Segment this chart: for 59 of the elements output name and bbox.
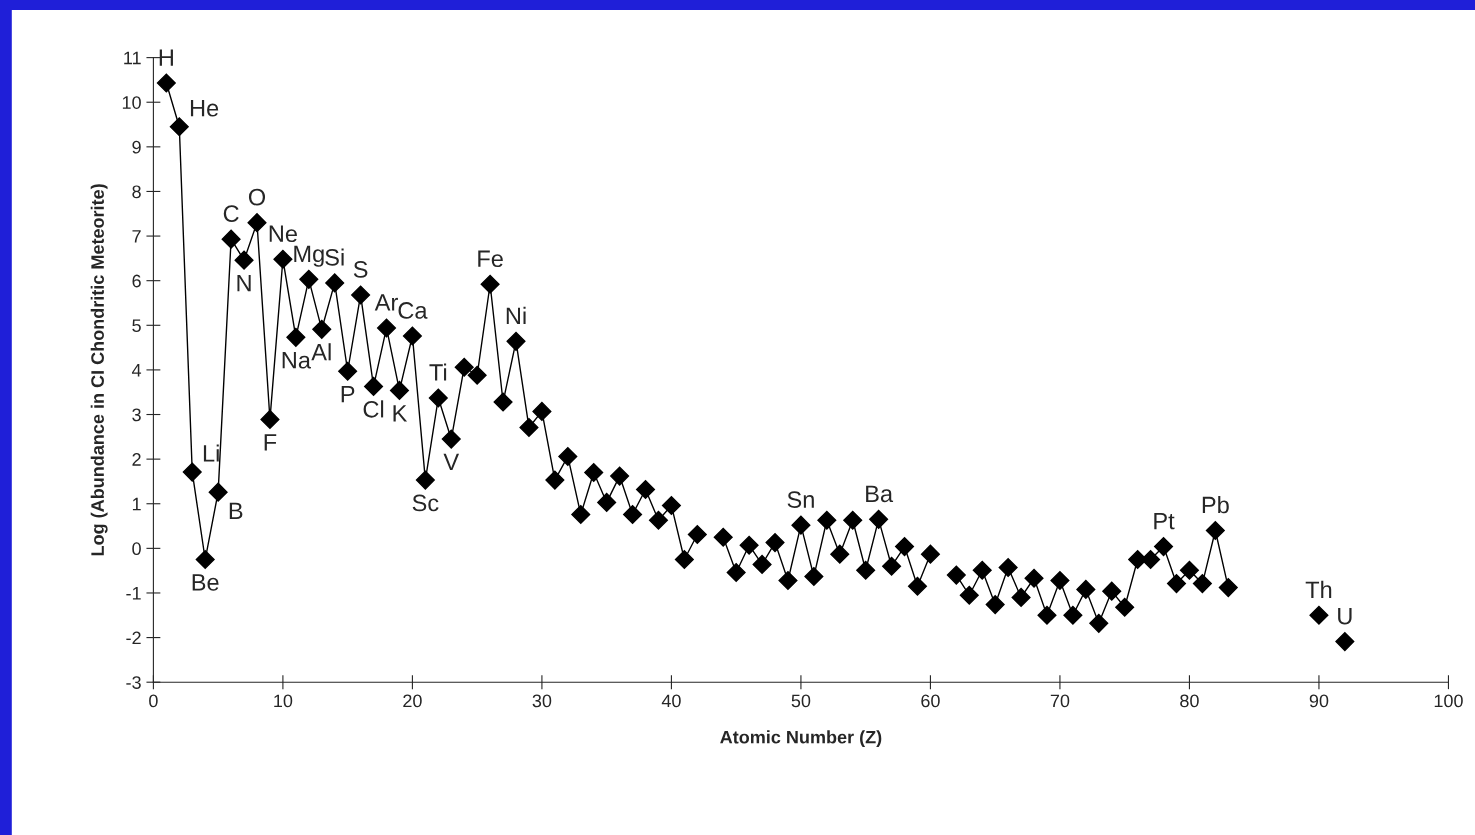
annotation: B	[229, 502, 243, 519]
x-tick-label: 10	[274, 694, 293, 708]
x-tick-label: 80	[1180, 694, 1199, 708]
y-tick-label: 7	[132, 230, 141, 243]
annotation: Cl	[363, 400, 384, 418]
annotation: Be	[192, 574, 219, 591]
annotation: Ni	[506, 306, 526, 324]
annotation: Ar	[374, 294, 398, 311]
y-tick-label: -2	[126, 631, 141, 645]
y-tick-label: 1	[132, 497, 141, 511]
y-tick-label: 10	[122, 96, 141, 109]
x-tick-label: 20	[403, 694, 422, 708]
y-tick-label: 5	[132, 319, 141, 333]
x-tick-label: 70	[1050, 694, 1070, 708]
annotation: H	[159, 49, 173, 66]
annotation: Ca	[398, 302, 428, 319]
annotation: S	[353, 261, 368, 278]
annotation: O	[248, 188, 266, 206]
y-tick-label: 6	[132, 274, 141, 288]
annotation: Si	[325, 248, 344, 266]
y-tick-label: 8	[132, 185, 141, 199]
y-tick-label: -3	[126, 676, 141, 689]
y-tick-label: 9	[132, 140, 141, 154]
x-axis-title: Atomic Number (Z)	[720, 730, 882, 748]
annotation: He	[190, 100, 219, 117]
y-tick-label: 4	[131, 364, 142, 377]
x-tick-label: 50	[791, 694, 811, 708]
annotation: Fe	[478, 250, 503, 268]
annotation: Al	[311, 343, 331, 361]
annotation: K	[393, 405, 408, 422]
annotation: Pt	[1154, 512, 1175, 530]
y-axis-title: Log (Abundance in CI Chondritic Meteorite)	[90, 184, 108, 556]
annotation: Sn	[787, 491, 814, 508]
annotation: Th	[1305, 580, 1332, 598]
annotation: Ti	[429, 363, 447, 381]
annotation: Na	[282, 352, 311, 369]
annotation: V	[443, 453, 460, 471]
annotation: Pb	[1202, 496, 1229, 514]
y-tick-label: -1	[126, 587, 141, 600]
y-tick-label: 2	[132, 453, 141, 466]
annotation: Mg	[294, 245, 324, 267]
x-tick-label: 30	[532, 694, 552, 708]
annotation: Li	[203, 444, 219, 462]
annotation: Sc	[412, 494, 439, 512]
y-tick-label: 3	[132, 408, 141, 422]
annotation: U	[1338, 607, 1352, 625]
annotation: F	[264, 434, 277, 451]
annotation: Ba	[866, 485, 894, 503]
annotation: N	[237, 274, 251, 292]
x-tick-label: 40	[661, 694, 681, 708]
annotation: P	[341, 386, 355, 403]
x-tick-label: 100	[1434, 694, 1463, 708]
annotation: C	[223, 205, 239, 223]
x-tick-label: 0	[149, 694, 158, 708]
x-tick-label: 90	[1309, 694, 1329, 708]
x-tick-label: 60	[921, 694, 940, 708]
y-tick-label: 0	[132, 542, 141, 556]
annotation: Ne	[269, 225, 297, 243]
y-tick-label: 11	[124, 51, 141, 65]
